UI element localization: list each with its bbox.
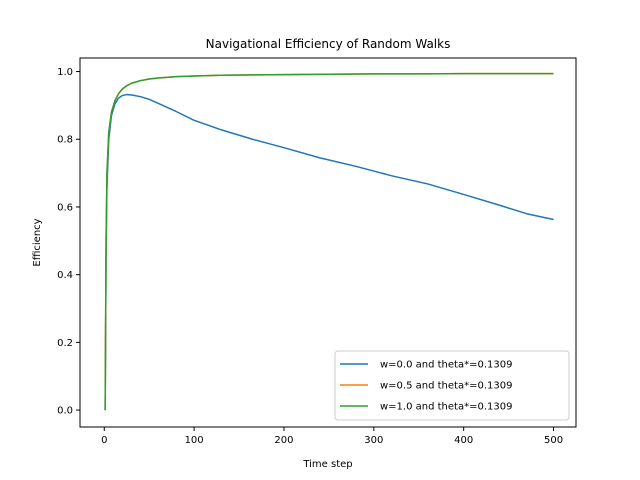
y-tick-label: 1.0 <box>57 67 73 78</box>
legend-box <box>334 350 570 421</box>
x-tick-label: 100 <box>185 435 204 446</box>
y-tick-label: 0.2 <box>57 338 73 349</box>
x-tick-label: 500 <box>544 435 563 446</box>
y-tick-label: 0.0 <box>57 406 73 417</box>
plot-area <box>79 57 577 428</box>
y-tick-label: 0.4 <box>57 270 73 281</box>
legend: w=0.0 and theta*=0.1309 w=0.5 and theta*=… <box>334 350 570 421</box>
y-tick-label: 0.8 <box>57 135 73 146</box>
y-tick-label: 0.6 <box>57 202 73 213</box>
legend-label-1: w=0.5 and theta*=0.1309 <box>380 381 512 392</box>
axes-frame <box>79 57 577 428</box>
y-axis-ticks: 0.0 0.2 0.4 0.6 0.8 1.0 <box>57 67 80 417</box>
x-tick-label: 200 <box>274 435 293 446</box>
y-axis-label: Efficiency <box>32 218 43 266</box>
series-layer <box>104 72 554 411</box>
x-tick-label: 300 <box>364 435 383 446</box>
chart-title: Navigational Efficiency of Random Walks <box>206 37 451 51</box>
legend-label-2: w=1.0 and theta*=0.1309 <box>380 402 512 413</box>
x-tick-label: 400 <box>454 435 473 446</box>
x-axis-label: Time step <box>302 459 352 470</box>
legend-label-0: w=0.0 and theta*=0.1309 <box>380 360 512 371</box>
x-tick-label: 0 <box>101 435 107 446</box>
series-line-0 <box>104 93 554 411</box>
x-axis-ticks: 0 100 200 300 400 500 <box>101 427 563 446</box>
series-line-2 <box>104 72 554 411</box>
